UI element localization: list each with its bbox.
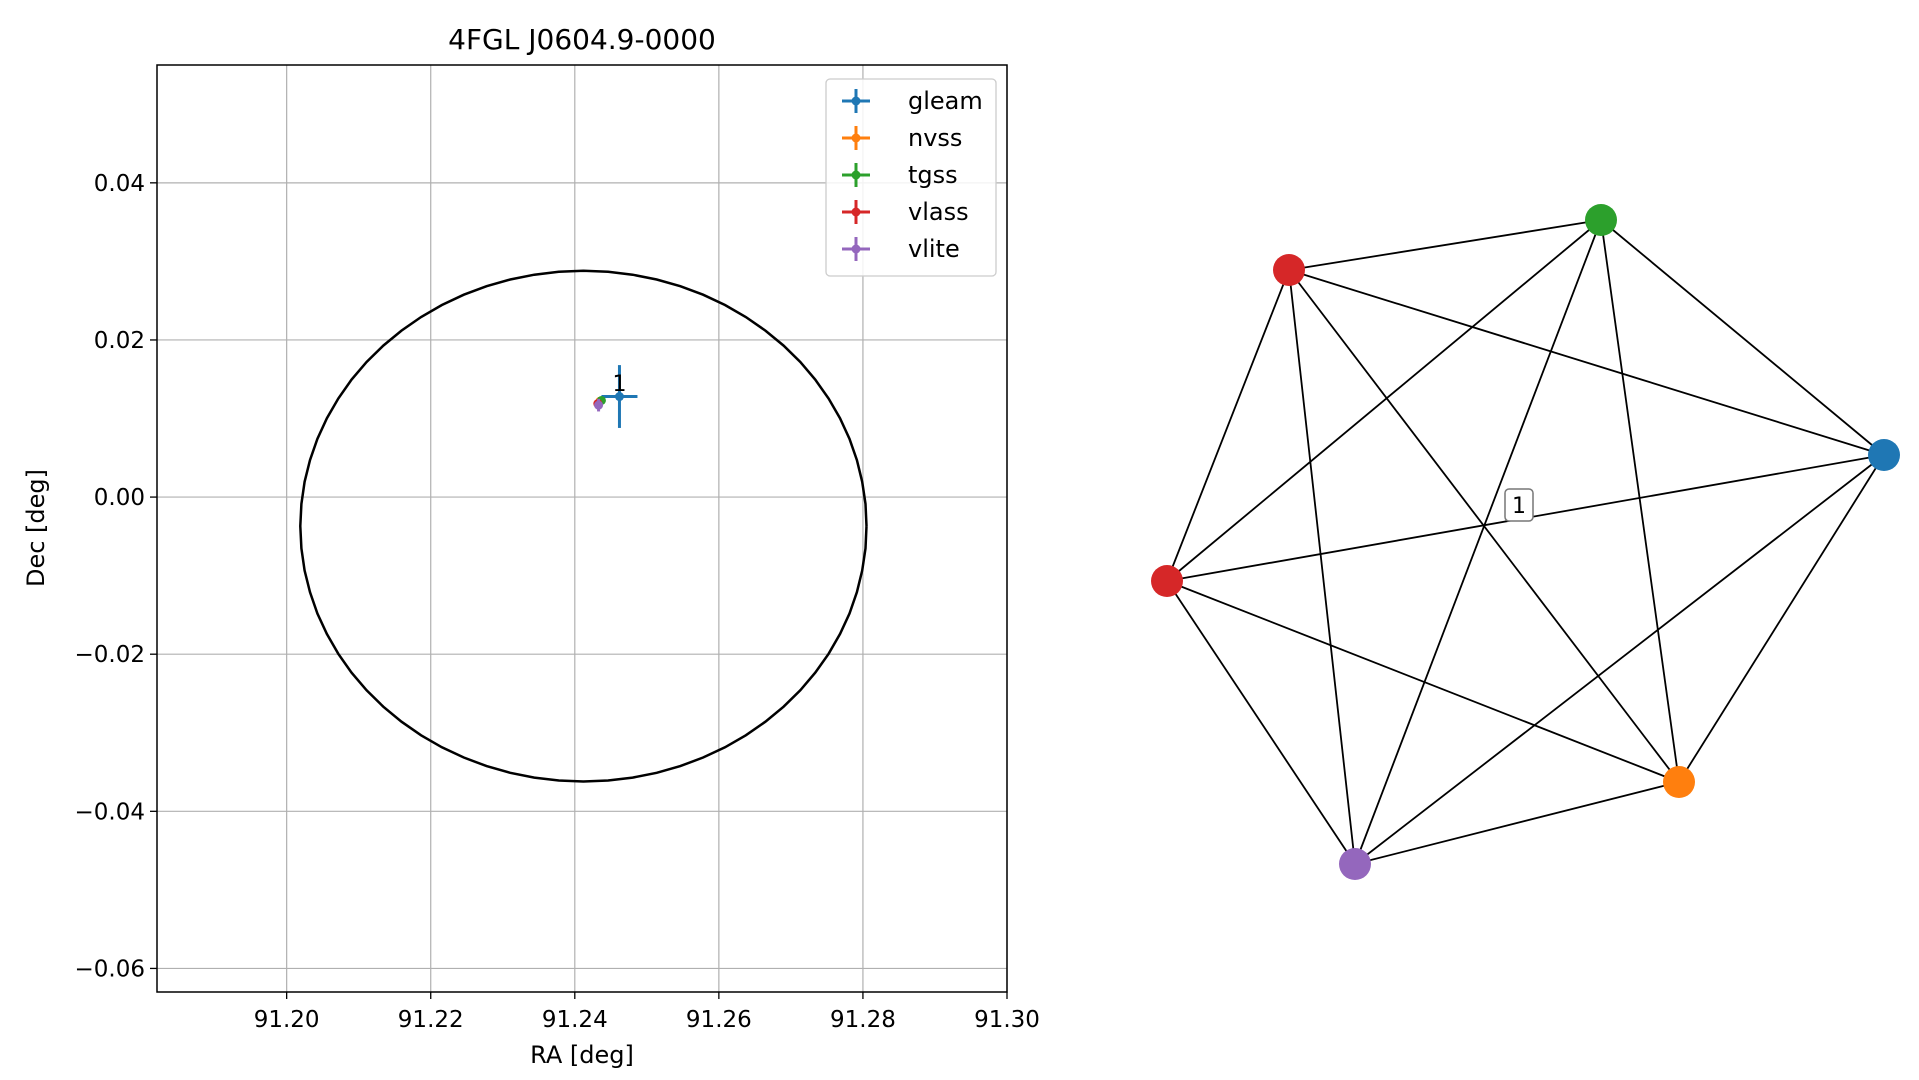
localization-ellipse xyxy=(299,269,868,783)
edge-blue-orange xyxy=(1678,454,1885,783)
legend-marker xyxy=(851,133,861,143)
y-tick-label: −0.02 xyxy=(75,642,145,668)
edge-green-red-left xyxy=(1166,219,1602,582)
data-points xyxy=(593,365,638,428)
edge-green-blue xyxy=(1600,219,1885,456)
y-tick-label: −0.06 xyxy=(75,956,145,982)
network-nodes xyxy=(1151,204,1900,880)
edge-red-left-orange xyxy=(1166,580,1680,783)
y-tick-label: 0.02 xyxy=(94,328,145,354)
y-axis-label: Dec [deg] xyxy=(22,469,50,587)
legend-entry-vlass: vlass xyxy=(842,198,969,226)
legend-marker xyxy=(851,207,861,217)
point-annotation: 1 xyxy=(612,372,626,397)
edge-label: 1 xyxy=(1504,488,1534,522)
y-tick-label: 0.00 xyxy=(94,485,145,511)
edge-red-top-red-left xyxy=(1166,269,1290,582)
legend-marker xyxy=(851,170,861,180)
marker-vlite xyxy=(594,400,604,410)
edge-label-text: 1 xyxy=(1512,494,1526,519)
legend-entry-gleam: gleam xyxy=(842,87,983,115)
plot-content: 1 xyxy=(299,269,868,783)
point-gleam xyxy=(601,365,638,428)
y-tick-label: −0.04 xyxy=(75,799,145,825)
node-blue xyxy=(1868,439,1900,471)
node-red-top xyxy=(1273,254,1305,286)
edge-red-top-blue xyxy=(1288,269,1885,456)
y-axis-ticks: 0.04 0.02 0.00 −0.02 −0.04 −0.06 xyxy=(75,171,157,982)
legend-label: vlass xyxy=(908,198,969,226)
x-tick-label: 91.22 xyxy=(398,1007,464,1033)
x-tick-label: 91.20 xyxy=(254,1007,320,1033)
edge-green-purple xyxy=(1354,219,1602,865)
legend-label: gleam xyxy=(908,87,983,115)
edge-label-box xyxy=(1504,488,1534,522)
legend-marker xyxy=(851,96,861,106)
marker-gleam xyxy=(614,392,624,402)
legend-label: tgss xyxy=(908,161,958,189)
point-vlite xyxy=(594,398,604,412)
node-red-left xyxy=(1151,565,1183,597)
legend-entry-nvss: nvss xyxy=(842,124,962,152)
edge-orange-purple xyxy=(1354,781,1680,865)
plot-frame xyxy=(156,64,1008,993)
node-green xyxy=(1585,204,1617,236)
x-axis-ticks: 91.20 91.22 91.24 91.26 91.28 91.30 xyxy=(254,992,1040,1033)
legend-marker xyxy=(851,244,861,254)
x-axis-label: RA [deg] xyxy=(530,1041,634,1069)
edge-red-left-purple xyxy=(1166,580,1356,865)
legend-label: vlite xyxy=(908,235,960,263)
legend-entry-tgss: tgss xyxy=(842,161,958,189)
edge-blue-purple xyxy=(1354,454,1885,865)
edge-green-orange xyxy=(1600,219,1680,783)
edge-red-top-purple xyxy=(1288,269,1356,865)
edge-green-red-top xyxy=(1288,219,1602,271)
x-tick-label: 91.28 xyxy=(830,1007,896,1033)
y-tick-label: 0.04 xyxy=(94,171,145,197)
x-tick-label: 91.24 xyxy=(542,1007,608,1033)
legend-label: nvss xyxy=(908,124,962,152)
legend-entry-vlite: vlite xyxy=(842,235,960,263)
scatter-panel: 4FGL J0604.9-0000 1 91.20 91.22 91.24 91.26… xyxy=(22,23,1040,1069)
x-tick-label: 91.26 xyxy=(686,1007,752,1033)
node-orange xyxy=(1663,766,1695,798)
network-edges xyxy=(1166,219,1885,865)
chart-title: 4FGL J0604.9-0000 xyxy=(448,23,716,56)
legend: gleam nvss tgss vlass vlite xyxy=(825,78,997,277)
network-panel: 1 xyxy=(1151,204,1900,880)
x-tick-label: 91.30 xyxy=(974,1007,1040,1033)
legend-frame xyxy=(825,78,997,277)
node-purple xyxy=(1339,848,1371,880)
